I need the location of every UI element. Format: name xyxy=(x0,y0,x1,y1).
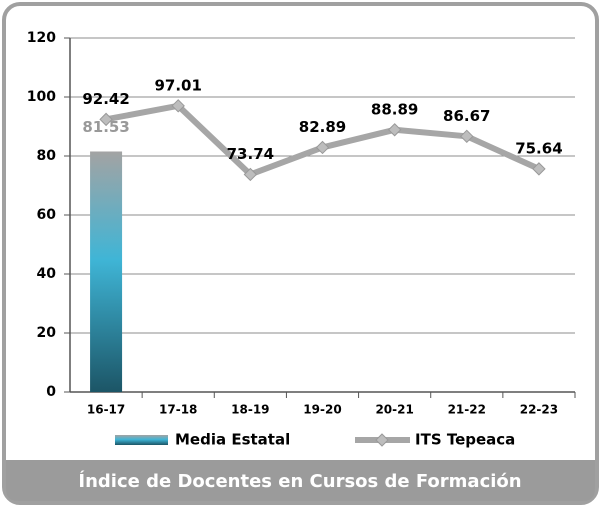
legend-swatch xyxy=(115,435,168,445)
x-tick-label: 18-19 xyxy=(231,403,269,417)
marker xyxy=(532,162,546,176)
data-label: 86.67 xyxy=(443,107,490,125)
data-label: 92.42 xyxy=(82,90,129,108)
y-tick-label: 20 xyxy=(37,325,57,341)
data-label: 81.53 xyxy=(82,118,129,136)
chart-title: Índice de Docentes en Cursos de Formació… xyxy=(78,470,521,492)
y-tick-label: 40 xyxy=(37,266,57,282)
marker xyxy=(243,167,258,182)
y-tick-label: 120 xyxy=(27,30,56,46)
marker xyxy=(99,112,113,127)
x-tick-label: 16-17 xyxy=(87,403,125,417)
data-label: 75.64 xyxy=(515,139,562,157)
legend-label: Media Estatal xyxy=(175,431,290,449)
data-label: 88.89 xyxy=(371,100,418,118)
data-label: 82.89 xyxy=(299,118,346,136)
y-tick-label: 80 xyxy=(37,148,57,164)
x-tick-label: 17-18 xyxy=(159,403,197,417)
marker xyxy=(171,99,185,113)
x-tick-label: 20-21 xyxy=(375,403,413,417)
marker xyxy=(315,140,330,155)
x-tick-label: 22-23 xyxy=(520,403,558,417)
x-tick-label: 19-20 xyxy=(303,403,341,417)
bar xyxy=(90,151,123,392)
title-bar xyxy=(6,460,595,501)
marker xyxy=(460,129,474,144)
y-tick-label: 100 xyxy=(27,89,56,105)
legend-marker xyxy=(375,433,389,447)
x-tick-label: 21-22 xyxy=(448,403,486,417)
y-tick-label: 60 xyxy=(37,207,57,223)
data-label: 97.01 xyxy=(154,76,201,94)
marker xyxy=(387,123,402,137)
y-tick-label: 0 xyxy=(46,384,56,400)
legend-label: ITS Tepeaca xyxy=(415,431,515,449)
data-label: 73.74 xyxy=(227,145,274,163)
